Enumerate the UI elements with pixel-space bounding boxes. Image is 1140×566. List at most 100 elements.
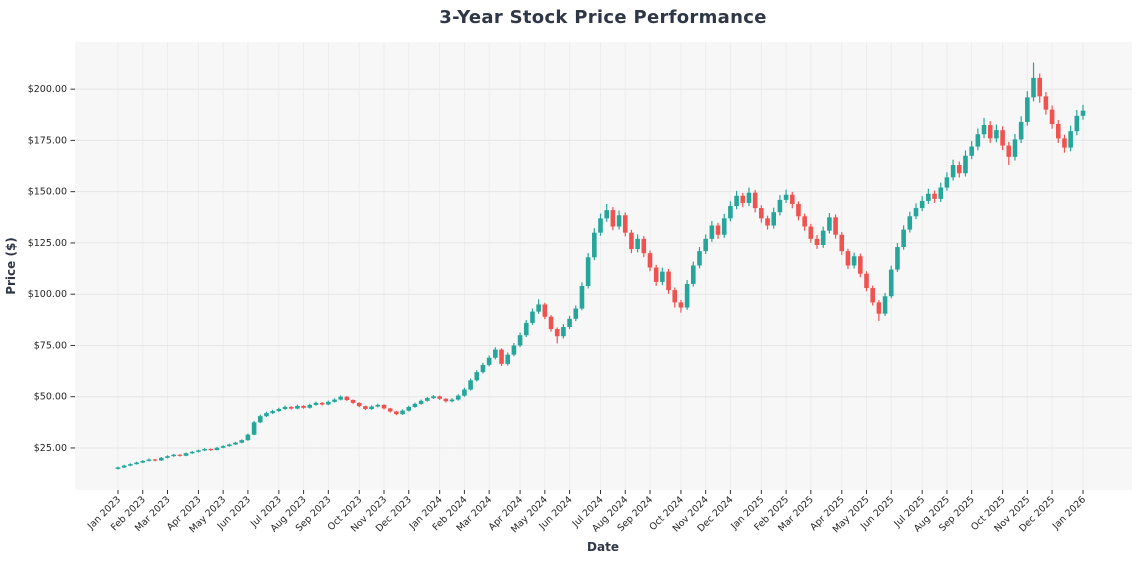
candle-body	[1068, 131, 1073, 148]
candle-body	[802, 216, 807, 227]
candle-body	[901, 229, 906, 248]
candle-body	[1043, 96, 1049, 110]
candle-body	[523, 322, 529, 336]
candle-body	[152, 459, 158, 461]
candle-body	[709, 225, 715, 239]
candle-body	[257, 416, 263, 423]
candle-body	[1037, 77, 1043, 97]
candle-body	[338, 396, 343, 400]
candle-body	[1080, 110, 1086, 116]
candle-body	[684, 283, 690, 308]
candle-body	[981, 125, 987, 135]
candle-body	[870, 288, 875, 303]
candle-body	[796, 203, 801, 217]
candle-body	[907, 216, 913, 230]
candle-body	[715, 225, 721, 235]
candle-body	[622, 215, 628, 233]
candle-body	[183, 453, 189, 456]
candle-body	[387, 408, 393, 412]
candle-body	[140, 460, 146, 463]
candle-body	[177, 454, 183, 456]
candle-body	[746, 192, 752, 203]
candle-body	[697, 251, 702, 266]
x-axis-label: Date	[587, 540, 619, 554]
candle-body	[214, 447, 220, 451]
candle-body	[437, 396, 442, 399]
candle-body	[425, 398, 430, 401]
candle-body	[808, 226, 814, 239]
candle-body	[567, 318, 572, 327]
candle-body	[759, 208, 764, 219]
candle-body	[703, 238, 708, 252]
candle-body	[276, 409, 282, 412]
candle-body	[406, 406, 412, 411]
candle-body	[375, 404, 381, 407]
candle-body	[486, 357, 492, 365]
candle-body	[301, 405, 306, 408]
y-tick-label: $25.00	[34, 443, 67, 454]
candle-body	[344, 396, 350, 400]
candle-body	[208, 448, 214, 451]
candle-body	[511, 345, 517, 355]
candle-body	[950, 165, 956, 178]
candle-body	[128, 464, 133, 466]
candle-body	[690, 265, 696, 284]
candle-body	[493, 349, 498, 358]
candle-body	[431, 396, 436, 399]
candle-body	[1062, 138, 1067, 148]
candle-body	[573, 308, 579, 319]
candle-body	[845, 251, 851, 266]
candle-body	[1018, 121, 1024, 140]
candle-body	[987, 125, 993, 139]
candle-body	[536, 304, 541, 312]
candle-body	[1000, 130, 1005, 146]
candle-body	[585, 257, 591, 286]
candle-body	[530, 311, 535, 323]
candle-body	[734, 195, 739, 207]
candle-body	[220, 446, 226, 448]
candle-body	[765, 218, 770, 226]
candle-body	[864, 273, 869, 289]
candle-body	[264, 413, 269, 417]
candle-body	[369, 406, 374, 410]
candle-body	[1031, 77, 1036, 98]
candle-body	[653, 267, 659, 282]
candle-body	[783, 194, 789, 200]
candle-body	[462, 389, 467, 396]
candle-body	[994, 130, 999, 139]
y-tick-label: $50.00	[34, 392, 67, 403]
candle-body	[288, 406, 294, 409]
candle-body	[1025, 97, 1030, 122]
candle-body	[629, 232, 634, 250]
candle-body	[938, 187, 944, 199]
candle-body	[956, 165, 962, 174]
candle-body	[443, 398, 449, 402]
candle-body	[295, 405, 300, 409]
candle-body	[728, 206, 733, 219]
candle-body	[839, 234, 845, 252]
candle-body	[789, 194, 795, 204]
candle-body	[282, 406, 288, 410]
candle-body	[189, 451, 195, 454]
candle-body	[165, 456, 170, 458]
candle-body	[561, 326, 566, 337]
candle-body	[412, 403, 418, 407]
candle-body	[944, 177, 950, 188]
candle-body	[660, 271, 665, 282]
candle-body	[1074, 115, 1080, 132]
candle-body	[307, 404, 313, 408]
candle-body	[326, 401, 331, 405]
candle-body	[1012, 139, 1018, 157]
candle-body	[913, 208, 919, 217]
candle-body	[449, 399, 455, 402]
candle-body	[851, 256, 857, 266]
candle-body	[635, 238, 640, 250]
candle-body	[468, 380, 473, 390]
candle-body	[579, 285, 585, 309]
candle-body	[115, 467, 121, 469]
candle-body	[1049, 109, 1055, 125]
candle-body	[598, 218, 603, 233]
candle-body	[270, 411, 275, 414]
candle-body	[313, 402, 319, 405]
